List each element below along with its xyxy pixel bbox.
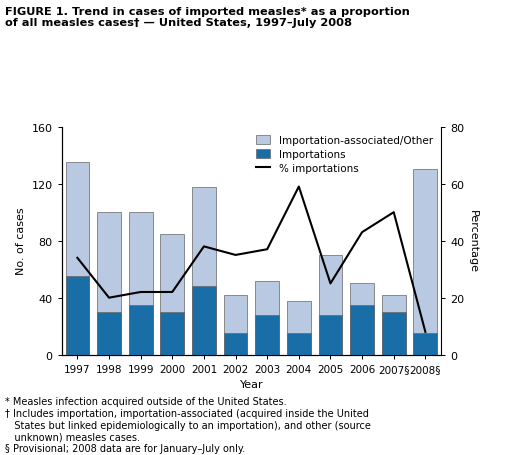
- Bar: [413, 334, 437, 355]
- Legend: Importation-associated/Other, Importations, % importations: Importation-associated/Other, Importatio…: [253, 132, 436, 177]
- Bar: [350, 284, 374, 355]
- Bar: [350, 305, 374, 355]
- Y-axis label: No. of cases: No. of cases: [16, 207, 26, 275]
- Bar: [66, 277, 89, 355]
- Bar: [161, 312, 184, 355]
- Bar: [97, 312, 121, 355]
- X-axis label: Year: Year: [240, 379, 263, 389]
- Bar: [287, 301, 311, 355]
- Bar: [319, 315, 342, 355]
- Text: * Measles infection acquired outside of the United States.
† Includes importatio: * Measles infection acquired outside of …: [5, 396, 371, 453]
- Y-axis label: Percentage: Percentage: [468, 210, 478, 273]
- Bar: [224, 295, 247, 355]
- Bar: [382, 295, 406, 355]
- Bar: [224, 334, 247, 355]
- Bar: [129, 212, 152, 355]
- Text: FIGURE 1. Trend in cases of imported measles* as a proportion
of all measles cas: FIGURE 1. Trend in cases of imported mea…: [5, 7, 410, 28]
- Bar: [192, 187, 216, 355]
- Bar: [66, 163, 89, 355]
- Bar: [129, 305, 152, 355]
- Bar: [97, 212, 121, 355]
- Bar: [319, 255, 342, 355]
- Bar: [413, 170, 437, 355]
- Bar: [382, 312, 406, 355]
- Bar: [255, 281, 279, 355]
- Bar: [287, 334, 311, 355]
- Bar: [255, 315, 279, 355]
- Bar: [192, 287, 216, 355]
- Bar: [161, 234, 184, 355]
